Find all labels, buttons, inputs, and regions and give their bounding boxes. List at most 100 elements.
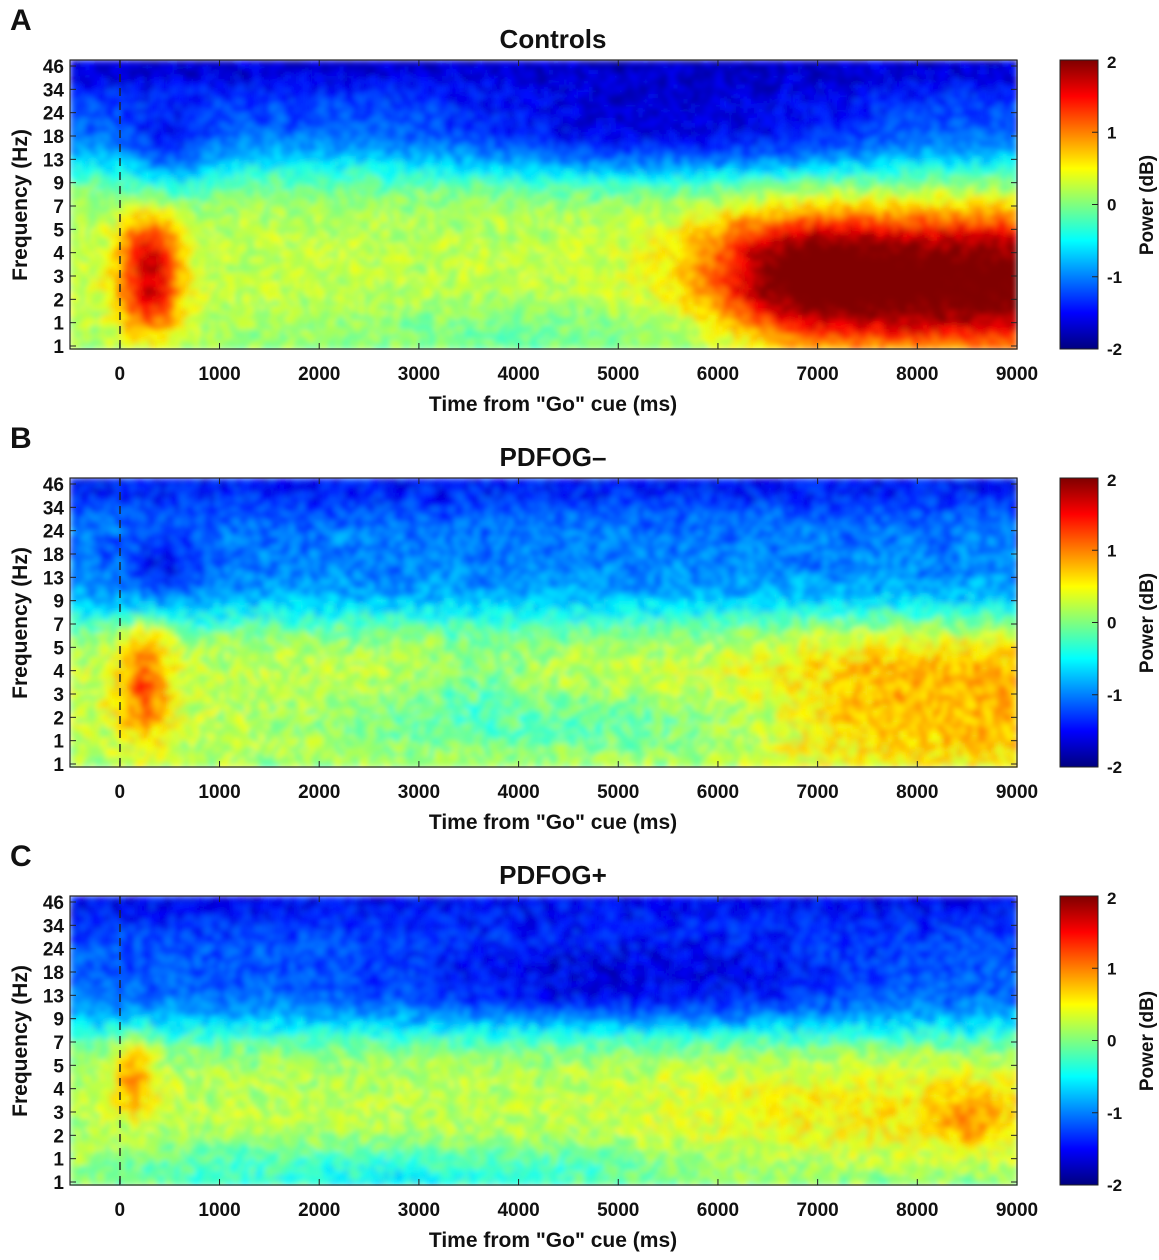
heatmap-cell bbox=[449, 84, 455, 90]
heatmap-cell bbox=[733, 132, 739, 138]
heatmap-cell bbox=[90, 166, 96, 172]
heatmap-cell bbox=[205, 161, 211, 167]
heatmap-cell bbox=[110, 185, 116, 191]
heatmap-cell bbox=[334, 152, 340, 158]
heatmap-cell bbox=[698, 152, 704, 158]
heatmap-cell bbox=[274, 89, 280, 95]
heatmap-cell bbox=[892, 127, 898, 133]
heatmap-cell bbox=[374, 142, 380, 148]
heatmap-cell bbox=[479, 70, 485, 76]
heatmap-cell bbox=[100, 60, 106, 66]
heatmap-cell bbox=[175, 132, 181, 138]
heatmap-cell bbox=[793, 142, 799, 148]
heatmap-cell bbox=[319, 108, 325, 114]
heatmap-cell bbox=[145, 171, 151, 177]
heatmap-cell bbox=[833, 108, 839, 114]
heatmap-cell bbox=[818, 94, 824, 100]
heatmap-cell bbox=[354, 123, 360, 129]
heatmap-cell bbox=[294, 161, 300, 167]
heatmap-cell bbox=[90, 113, 96, 119]
heatmap-cell bbox=[419, 79, 425, 85]
heatmap-cell bbox=[259, 185, 265, 191]
heatmap-cell bbox=[264, 74, 270, 80]
heatmap-cell bbox=[409, 74, 415, 80]
heatmap-cell bbox=[558, 79, 564, 85]
heatmap-cell bbox=[713, 103, 719, 109]
heatmap-cell bbox=[364, 132, 370, 138]
heatmap-cell bbox=[633, 176, 639, 182]
heatmap-cell bbox=[658, 103, 664, 109]
heatmap-cell bbox=[170, 176, 176, 182]
heatmap-cell bbox=[80, 108, 86, 114]
heatmap-cell bbox=[942, 89, 948, 95]
heatmap-cell bbox=[558, 127, 564, 133]
heatmap-cell bbox=[499, 94, 505, 100]
heatmap-cell bbox=[544, 79, 550, 85]
heatmap-cell bbox=[578, 94, 584, 100]
heatmap-cell bbox=[279, 79, 285, 85]
heatmap-cell bbox=[997, 60, 1003, 66]
heatmap-cell bbox=[798, 60, 804, 66]
heatmap-cell bbox=[244, 180, 250, 186]
heatmap-cell bbox=[773, 79, 779, 85]
heatmap-cell bbox=[175, 137, 181, 143]
heatmap-cell bbox=[344, 103, 350, 109]
heatmap-cell bbox=[698, 127, 704, 133]
heatmap-cell bbox=[967, 176, 973, 182]
heatmap-cell bbox=[678, 161, 684, 167]
heatmap-cell bbox=[195, 108, 201, 114]
heatmap-cell bbox=[399, 127, 405, 133]
heatmap-cell bbox=[529, 74, 535, 80]
heatmap-cell bbox=[264, 176, 270, 182]
heatmap-cell bbox=[254, 70, 260, 76]
heatmap-cell bbox=[539, 142, 545, 148]
heatmap-cell bbox=[1007, 123, 1013, 129]
heatmap-cell bbox=[155, 108, 161, 114]
heatmap-cell bbox=[399, 60, 405, 66]
heatmap-cell bbox=[135, 185, 141, 191]
heatmap-cell bbox=[160, 60, 166, 66]
heatmap-cell bbox=[354, 118, 360, 124]
heatmap-cell bbox=[344, 84, 350, 90]
heatmap-cell bbox=[793, 103, 799, 109]
heatmap-cell bbox=[524, 171, 530, 177]
heatmap-cell bbox=[439, 180, 445, 186]
heatmap-cell bbox=[220, 127, 226, 133]
heatmap-cell bbox=[997, 84, 1003, 90]
heatmap-cell bbox=[294, 152, 300, 158]
heatmap-cell bbox=[748, 142, 754, 148]
heatmap-cell bbox=[683, 180, 689, 186]
heatmap-cell bbox=[1002, 161, 1008, 167]
heatmap-cell bbox=[758, 60, 764, 66]
heatmap-cell bbox=[130, 118, 136, 124]
heatmap-cell bbox=[185, 94, 191, 100]
heatmap-cell bbox=[623, 166, 629, 172]
heatmap-cell bbox=[239, 113, 245, 119]
heatmap-cell bbox=[244, 156, 250, 162]
heatmap-cell bbox=[578, 108, 584, 114]
heatmap-cell bbox=[95, 103, 101, 109]
heatmap-cell bbox=[85, 94, 91, 100]
heatmap-cell bbox=[798, 103, 804, 109]
heatmap-cell bbox=[823, 113, 829, 119]
heatmap-cell bbox=[210, 89, 216, 95]
heatmap-cell bbox=[843, 142, 849, 148]
heatmap-cell bbox=[469, 176, 475, 182]
heatmap-cell bbox=[813, 180, 819, 186]
heatmap-cell bbox=[489, 79, 495, 85]
heatmap-cell bbox=[444, 94, 450, 100]
heatmap-cell bbox=[359, 137, 365, 143]
heatmap-cell bbox=[618, 180, 624, 186]
heatmap-cell bbox=[349, 156, 355, 162]
heatmap-cell bbox=[80, 99, 86, 105]
heatmap-cell bbox=[354, 70, 360, 76]
heatmap-cell bbox=[155, 89, 161, 95]
heatmap-cell bbox=[753, 118, 759, 124]
heatmap-cell bbox=[813, 142, 819, 148]
heatmap-cell bbox=[658, 152, 664, 158]
heatmap-cell bbox=[673, 84, 679, 90]
heatmap-cell bbox=[942, 166, 948, 172]
heatmap-cell bbox=[130, 70, 136, 76]
heatmap-cell bbox=[140, 142, 146, 148]
heatmap-cell bbox=[713, 156, 719, 162]
